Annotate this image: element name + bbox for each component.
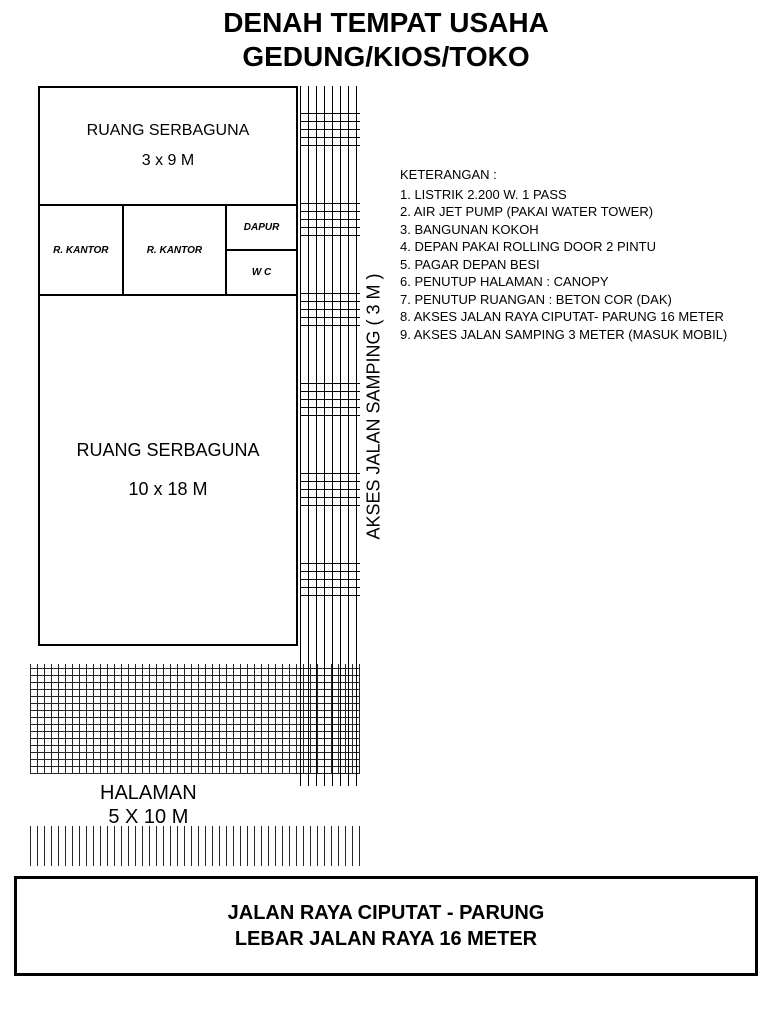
main-road-line-1: JALAN RAYA CIPUTAT - PARUNG — [228, 900, 545, 926]
room-kantor-1: R. KANTOR — [40, 206, 124, 294]
legend: KETERANGAN : 1. LISTRIK 2.200 W. 1 PASS … — [400, 166, 727, 343]
title-line-2: GEDUNG/KIOS/TOKO — [0, 40, 772, 74]
room-big-serbaguna: RUANG SERBAGUNA 10 x 18 M — [38, 296, 298, 646]
halaman-hatch — [30, 664, 360, 774]
room-dapur: DAPUR — [227, 206, 296, 251]
halaman-label: HALAMAN — [100, 781, 197, 805]
legend-item: 9. AKSES JALAN SAMPING 3 METER (MASUK MO… — [400, 326, 727, 344]
room-dapur-wc: DAPUR W C — [227, 206, 296, 294]
halaman-bottom-ticks — [30, 826, 360, 866]
room-middle-row: R. KANTOR R. KANTOR DAPUR W C — [38, 206, 298, 296]
main-road-line-2: LEBAR JALAN RAYA 16 METER — [235, 926, 537, 952]
room-kantor-2: R. KANTOR — [124, 206, 227, 294]
legend-item: 8. AKSES JALAN RAYA CIPUTAT- PARUNG 16 M… — [400, 308, 727, 326]
room-top-serbaguna: RUANG SERBAGUNA 3 x 9 M — [38, 86, 298, 206]
room-wc: W C — [227, 251, 296, 294]
room-top-label: RUANG SERBAGUNA — [87, 122, 250, 140]
legend-item: 4. DEPAN PAKAI ROLLING DOOR 2 PINTU — [400, 238, 727, 256]
legend-item: 5. PAGAR DEPAN BESI — [400, 256, 727, 274]
floor-plan: RUANG SERBAGUNA 3 x 9 M R. KANTOR R. KAN… — [38, 86, 378, 646]
room-big-label: RUANG SERBAGUNA — [76, 440, 259, 461]
room-big-dim: 10 x 18 M — [128, 479, 207, 500]
page-title: DENAH TEMPAT USAHA GEDUNG/KIOS/TOKO — [0, 6, 772, 73]
main-road-box: JALAN RAYA CIPUTAT - PARUNG LEBAR JALAN … — [14, 876, 758, 976]
legend-title: KETERANGAN : — [400, 166, 727, 184]
legend-item: 3. BANGUNAN KOKOH — [400, 221, 727, 239]
title-line-1: DENAH TEMPAT USAHA — [0, 6, 772, 40]
legend-item: 1. LISTRIK 2.200 W. 1 PASS — [400, 186, 727, 204]
legend-item: 7. PENUTUP RUANGAN : BETON COR (DAK) — [400, 291, 727, 309]
legend-item: 2. AIR JET PUMP (PAKAI WATER TOWER) — [400, 203, 727, 221]
room-top-dim: 3 x 9 M — [142, 152, 194, 170]
legend-item: 6. PENUTUP HALAMAN : CANOPY — [400, 273, 727, 291]
halaman-label-box: HALAMAN 5 X 10 M — [100, 781, 197, 829]
